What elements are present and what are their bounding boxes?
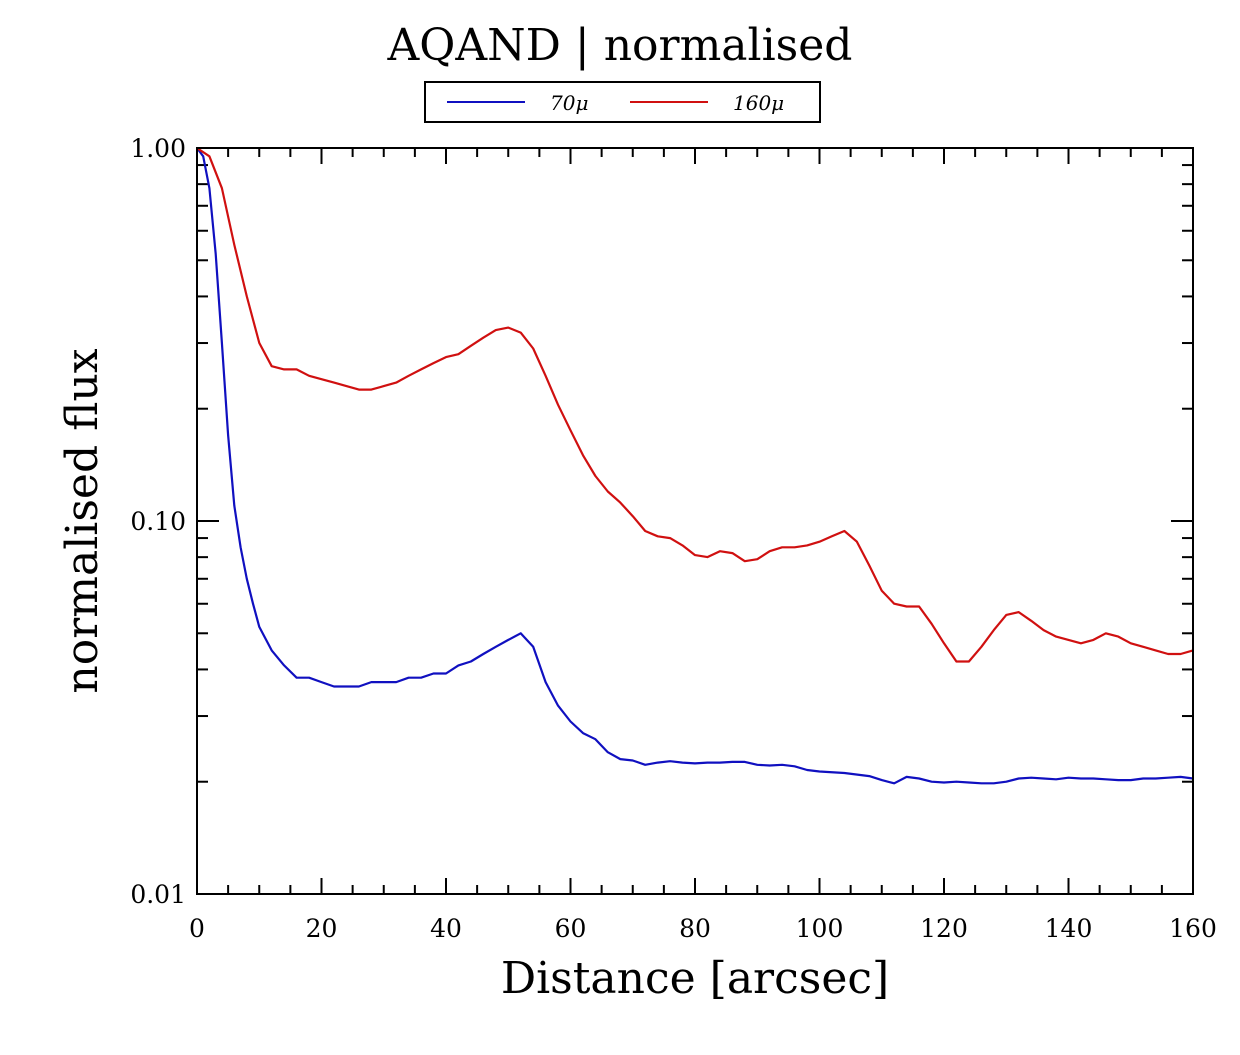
series-group bbox=[196, 147, 1194, 785]
tick-labels: 0 20 40 60 80 100 120 140 160 0.01 0.10 1.00 bbox=[130, 134, 1217, 943]
y-tick-label: 0.01 bbox=[130, 880, 186, 909]
x-tick-label: 40 bbox=[430, 914, 462, 943]
ticks bbox=[196, 148, 1194, 895]
legend: 70μ 160μ bbox=[424, 81, 821, 123]
y-tick-label: 0.10 bbox=[130, 507, 186, 536]
y-tick-label: 1.00 bbox=[130, 134, 186, 163]
y-axis-label: normalised flux bbox=[57, 348, 108, 693]
x-tick-label: 160 bbox=[1169, 914, 1217, 943]
plot-frame bbox=[196, 147, 1194, 895]
x-axis-label: Distance [arcsec] bbox=[501, 953, 889, 1004]
x-tick-label: 140 bbox=[1045, 914, 1093, 943]
x-tick-label: 80 bbox=[679, 914, 711, 943]
chart-title: AQAND | normalised bbox=[387, 20, 853, 71]
series-line-70 bbox=[196, 147, 1194, 785]
legend-label-70: 70μ bbox=[550, 91, 588, 115]
x-tick-label: 0 bbox=[189, 914, 205, 943]
legend-label-160: 160μ bbox=[733, 91, 784, 115]
x-tick-label: 120 bbox=[920, 914, 968, 943]
x-tick-label: 100 bbox=[796, 914, 844, 943]
x-tick-label: 60 bbox=[555, 914, 587, 943]
x-tick-label: 20 bbox=[306, 914, 338, 943]
series-line-160 bbox=[196, 147, 1194, 663]
